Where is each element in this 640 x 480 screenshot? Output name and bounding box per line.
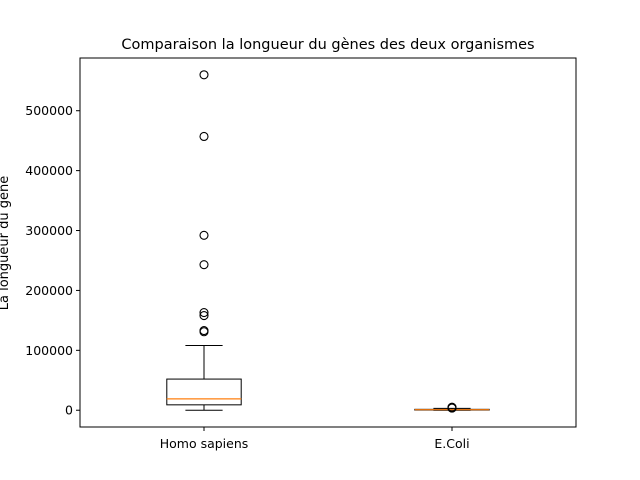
outlier-point — [447, 402, 457, 412]
chart-title: Comparaison la longueur du gènes des deu… — [121, 37, 534, 53]
outlier-point — [199, 70, 209, 80]
y-tick-label: 0 — [65, 403, 73, 418]
outlier-point — [199, 260, 209, 270]
y-tick-label: 100000 — [25, 343, 73, 358]
outlier-point — [199, 308, 209, 318]
outlier-point — [199, 311, 209, 321]
outlier-point — [199, 326, 209, 336]
y-tick-label: 400000 — [25, 163, 73, 178]
outlier-point — [199, 230, 209, 240]
x-tick-label: Homo sapiens — [160, 436, 249, 451]
y-tick-label: 200000 — [25, 283, 73, 298]
box — [166, 378, 242, 406]
chart-marks: 0 100000 200000 300000 400000 500000 Homo sapi… — [25, 70, 490, 451]
outlier-point — [199, 131, 209, 142]
plot-area — [79, 57, 577, 428]
y-axis-label: La longueur du gène — [0, 176, 12, 310]
y-tick-label: 300000 — [25, 223, 73, 238]
y-tick-label: 500000 — [25, 103, 73, 118]
x-tick-label: E.Coli — [434, 436, 469, 451]
